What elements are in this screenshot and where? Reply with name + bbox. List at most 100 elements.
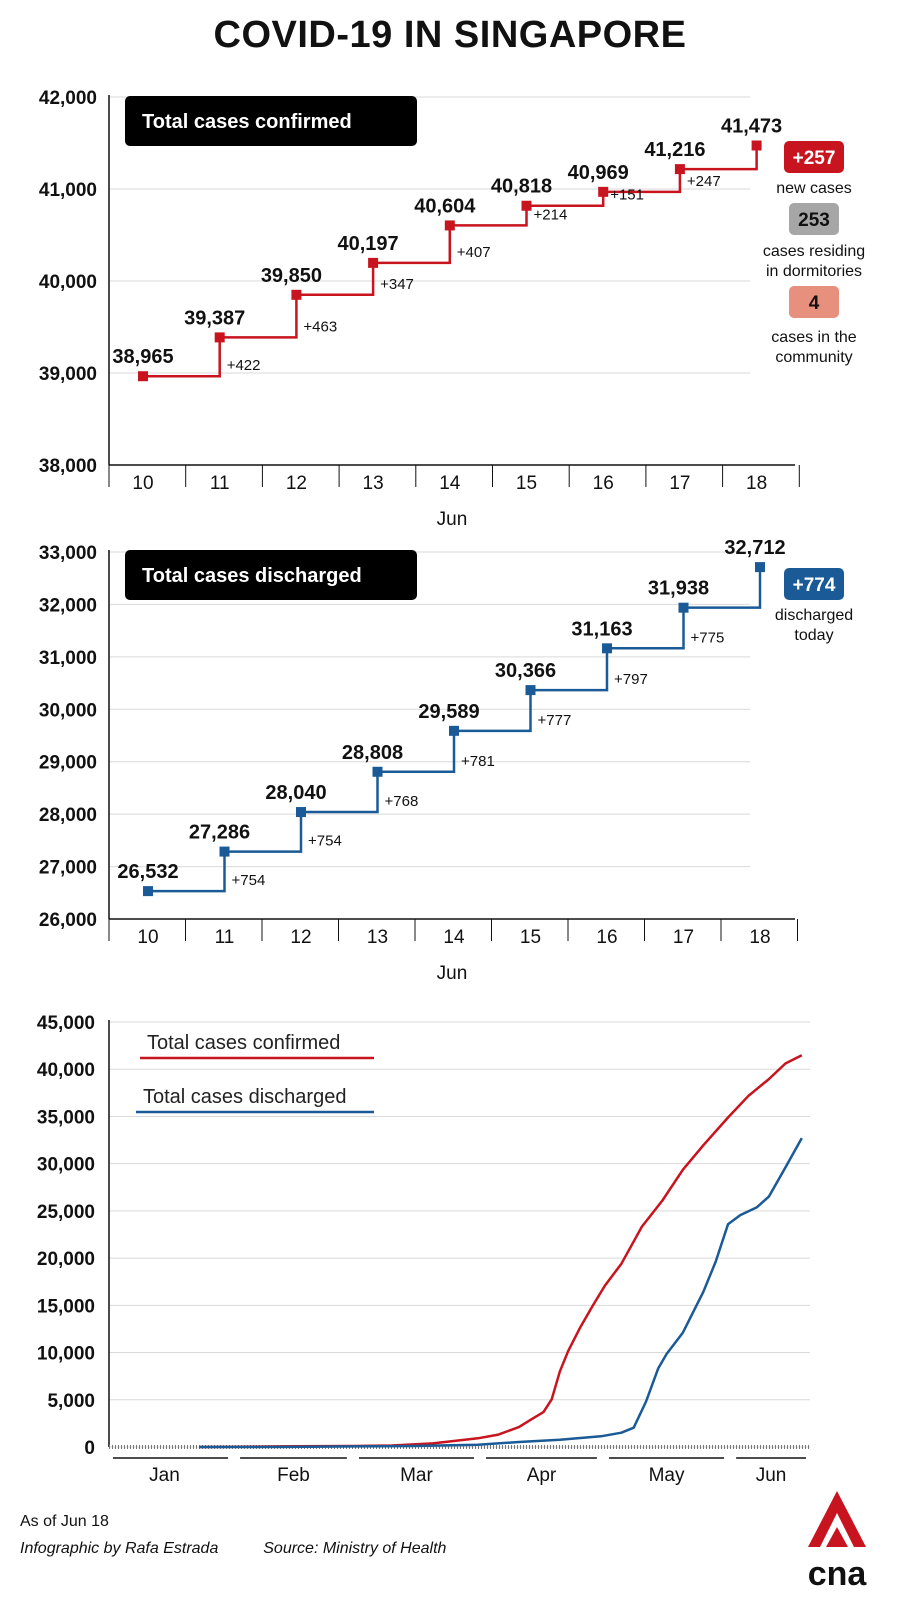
cna-logo: cna: [808, 1491, 867, 1592]
cumulative-month-label: Jan: [149, 1465, 180, 1486]
confirmed-increment-label: +214: [534, 206, 568, 223]
discharged-value-label: 32,712: [724, 537, 785, 559]
discharged-value-label: 28,040: [265, 782, 326, 804]
discharged-ytick-label: 31,000: [39, 648, 97, 669]
credit-text: Infographic by Rafa Estrada: [20, 1540, 219, 1557]
discharged-ytick-label: 30,000: [39, 700, 97, 721]
confirmed-value-label: 40,969: [568, 162, 629, 184]
discharged-title: Total cases discharged: [142, 565, 362, 587]
discharged-series-line: [199, 1137, 803, 1449]
confirmed-xtick-label: 10: [132, 473, 153, 494]
confirmed-ytick-label: 41,000: [39, 180, 97, 201]
discharged-today-text-line: today: [794, 627, 833, 644]
confirmed-value-label: 40,197: [338, 233, 399, 255]
discharged-ytick-label: 29,000: [39, 753, 97, 774]
confirmed-ytick-label: 39,000: [39, 364, 97, 385]
discharged-xtick-label: 16: [596, 927, 617, 948]
confirmed-title-box: [125, 96, 417, 146]
confirmed-ytick-label: 38,000: [39, 456, 97, 477]
confirmed-title: Total cases confirmed: [142, 111, 352, 133]
confirmed-point-marker: [368, 257, 379, 268]
confirmed-increment-label: +151: [610, 187, 644, 204]
discharged-xtick-label: 18: [749, 927, 770, 948]
discharged-xtick-label: 10: [137, 927, 158, 948]
confirmed-point-marker: [138, 371, 148, 382]
confirmed-xtick-label: 16: [593, 473, 614, 494]
discharged-point-marker: [449, 725, 459, 736]
confirmed-xtick-label: 15: [516, 473, 537, 494]
dormitory-badge-value: 253: [798, 210, 830, 231]
confirmed-increment-label: +247: [687, 173, 721, 190]
confirmed-series-line: [199, 1054, 803, 1449]
confirmed-ytick-label: 42,000: [39, 88, 97, 109]
confirmed-value-label: 39,850: [261, 265, 322, 287]
cumulative-ytick-label: 40,000: [37, 1060, 95, 1081]
discharged-xtick-label: 17: [673, 927, 694, 948]
page-title: COVID-19 IN SINGAPORE: [213, 14, 687, 56]
confirmed-point-marker: [751, 140, 762, 151]
discharged-value-label: 26,532: [117, 861, 178, 883]
discharged-value-label: 28,808: [342, 742, 403, 764]
discharged-today-text-line: discharged: [775, 607, 853, 624]
dormitory-text-line: cases residing: [763, 243, 865, 260]
cumulative-ytick-label: 0: [84, 1438, 95, 1459]
discharged-point-marker: [372, 766, 383, 777]
confirmed-xtick-label: 18: [746, 473, 767, 494]
confirmed-value-label: 39,387: [184, 307, 245, 329]
discharged-title-box: [125, 550, 417, 600]
discharged-value-label: 31,163: [571, 618, 632, 640]
cumulative-ytick-label: 25,000: [37, 1202, 95, 1223]
confirmed-value-label: 41,216: [644, 139, 705, 161]
cumulative-ytick-label: 30,000: [37, 1155, 95, 1176]
discharged-xtick-label: 15: [520, 927, 541, 948]
confirmed-increment-label: +347: [380, 276, 414, 293]
source-text: Source: Ministry of Health: [263, 1540, 447, 1557]
discharged-value-label: 27,286: [189, 822, 250, 844]
cumulative-ytick-label: 20,000: [37, 1249, 95, 1270]
discharged-increment-label: +777: [538, 712, 572, 729]
discharged-xtick-label: 13: [367, 927, 388, 948]
cumulative-ytick-label: 45,000: [37, 1013, 95, 1034]
discharged-point-marker: [525, 685, 536, 696]
cumulative-ytick-label: 35,000: [37, 1107, 95, 1128]
discharged-xtick-label: 14: [443, 927, 465, 948]
confirmed-increment-label: +463: [303, 318, 337, 335]
discharged-point-marker: [143, 886, 153, 897]
discharged-value-label: 31,938: [648, 578, 709, 600]
discharged-value-label: 29,589: [418, 701, 479, 723]
cumulative-month-label: Jun: [756, 1465, 787, 1486]
confirmed-xtick-label: 17: [669, 473, 690, 494]
confirmed-increment-label: +407: [457, 244, 491, 261]
discharged-ytick-label: 26,000: [39, 910, 97, 931]
cumulative-ytick-label: 10,000: [37, 1344, 95, 1365]
confirmed-increment-label: +422: [227, 357, 261, 374]
confirmed-value-label: 38,965: [112, 346, 173, 368]
confirmed-point-marker: [291, 289, 302, 300]
discharged-point-marker: [602, 643, 612, 654]
community-text-line: community: [775, 349, 852, 366]
discharged-increment-label: +754: [308, 833, 342, 850]
cumulative-month-label: May: [649, 1465, 685, 1486]
cumulative-month-label: Feb: [277, 1465, 310, 1486]
discharged-value-label: 30,366: [495, 660, 556, 682]
confirmed-point-marker: [444, 220, 455, 231]
community-badge-value: 4: [809, 293, 820, 314]
cumulative-month-label: Apr: [527, 1465, 557, 1486]
community-text-line: cases in the: [771, 329, 856, 346]
discharged-increment-label: +775: [691, 629, 725, 646]
discharged-today-badge-value: +774: [793, 575, 836, 596]
discharged-xtick-label: 11: [215, 927, 235, 948]
confirmed-xtick-label: 14: [439, 473, 461, 494]
dormitory-text-line: in dormitories: [766, 263, 862, 280]
new-cases-badge-value: +257: [793, 148, 836, 169]
confirmed-point-marker: [598, 186, 609, 197]
confirmed-ytick-label: 40,000: [39, 272, 97, 293]
discharged-point-marker: [219, 846, 230, 857]
community-badge: [789, 286, 839, 318]
discharged-xtick-label: 12: [290, 927, 311, 948]
confirmed-value-label: 41,473: [721, 115, 782, 137]
confirmed-xtick-label: 11: [210, 473, 230, 494]
